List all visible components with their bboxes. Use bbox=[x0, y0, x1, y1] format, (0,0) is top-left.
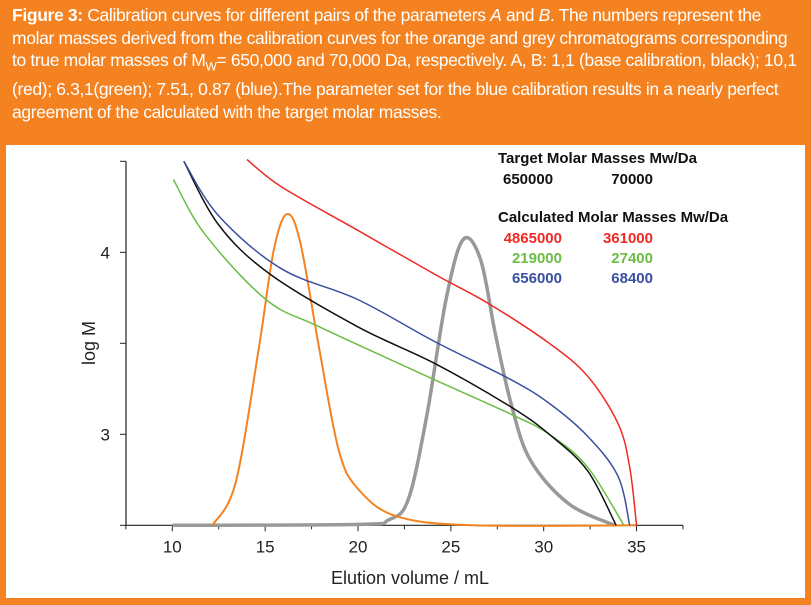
caption-text: = 650,000 and 70,000 Da, respectively. A… bbox=[12, 50, 797, 122]
y-axis-label: log M bbox=[79, 321, 99, 365]
caption-label: Figure 3: bbox=[12, 5, 83, 25]
x-tick-label: 35 bbox=[627, 537, 646, 556]
x-tick-label: 10 bbox=[163, 537, 182, 556]
series-line-black bbox=[183, 160, 617, 526]
legend-calculated-title: Calculated Molar Masses Mw/Da bbox=[498, 209, 729, 226]
legend-target-value: 650000 bbox=[503, 171, 553, 188]
x-tick-label: 20 bbox=[349, 537, 368, 556]
x-tick-label: 30 bbox=[534, 537, 553, 556]
legend-calc-red: 4865000 bbox=[504, 230, 562, 247]
caption-text: B bbox=[538, 5, 551, 25]
x-tick-label: 15 bbox=[256, 537, 275, 556]
series-line-red bbox=[246, 158, 638, 526]
caption-text: A bbox=[490, 5, 502, 25]
legend-target-value: 70000 bbox=[611, 171, 653, 188]
figure-caption: Figure 3: Calibration curves for differe… bbox=[12, 4, 802, 123]
series-line-green bbox=[172, 179, 625, 526]
caption-text: Calibration curves for different pairs o… bbox=[82, 5, 491, 25]
axes: 10 15 20 25 30 35 3 4 bbox=[101, 160, 684, 556]
caption-text: and bbox=[501, 5, 539, 25]
series-line-orange bbox=[211, 213, 637, 527]
legend: Target Molar Masses Mw/Da 650000 70000 C… bbox=[498, 150, 729, 287]
y-tick-label: 4 bbox=[101, 243, 110, 262]
series-line-grey bbox=[172, 235, 616, 528]
legend-calc-blue: 68400 bbox=[611, 270, 653, 287]
curves bbox=[172, 158, 638, 528]
x-tick-label: 25 bbox=[441, 537, 460, 556]
series-line-blue bbox=[183, 160, 631, 526]
caption-text: W bbox=[205, 59, 217, 74]
x-axis-label: Elution volume / mL bbox=[331, 568, 489, 588]
legend-calc-red: 361000 bbox=[603, 230, 653, 247]
legend-calc-green: 27400 bbox=[611, 250, 653, 267]
chart-panel bbox=[6, 145, 805, 598]
y-tick-label: 3 bbox=[101, 425, 110, 444]
caption-text: . The numbers represent the molar masses… bbox=[12, 5, 788, 70]
legend-target-title: Target Molar Masses Mw/Da bbox=[498, 150, 698, 167]
legend-calc-green: 219000 bbox=[512, 250, 562, 267]
legend-calc-blue: 656000 bbox=[512, 270, 562, 287]
